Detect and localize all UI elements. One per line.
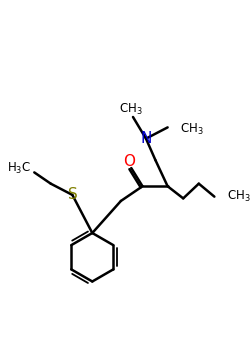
Text: S: S (68, 187, 77, 202)
Text: CH$_3$: CH$_3$ (180, 121, 204, 136)
Text: CH$_3$: CH$_3$ (226, 189, 250, 204)
Text: N: N (140, 131, 152, 146)
Text: H$_3$C: H$_3$C (7, 161, 31, 176)
Text: O: O (124, 154, 136, 169)
Text: CH$_3$: CH$_3$ (120, 102, 143, 117)
